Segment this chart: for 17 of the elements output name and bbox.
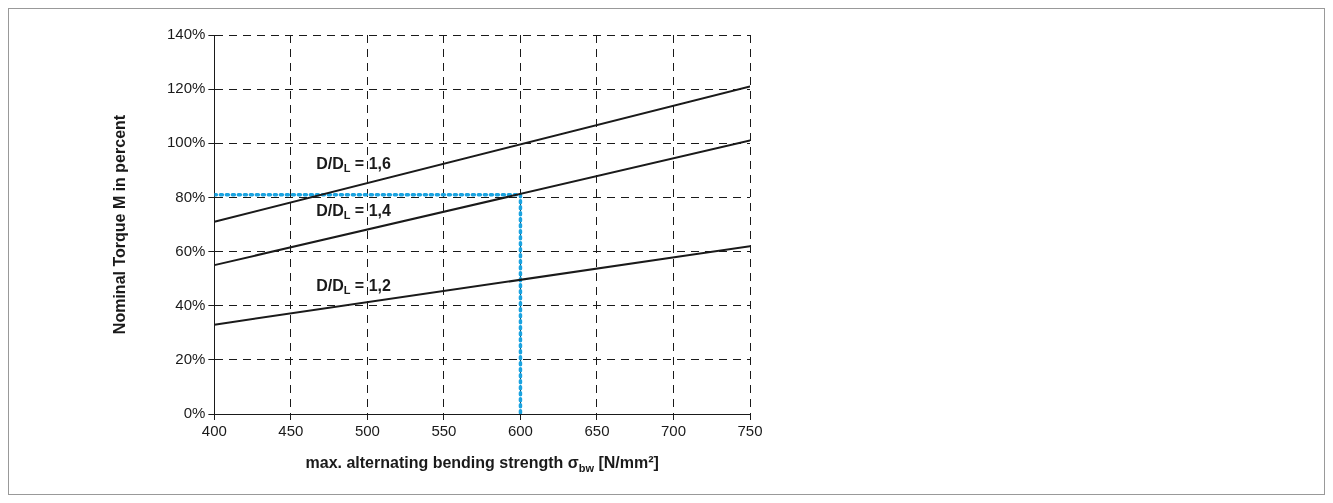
y-tick-label: 0% [183,404,206,422]
y-tick-label: 20% [175,350,206,367]
x-tick-label: 450 [278,422,304,440]
x-tick-label: 650 [584,422,610,440]
y-tick-label: 80% [175,187,206,205]
y-tick-label: 120% [166,79,206,97]
y-tick-label: 100% [166,133,206,151]
y-tick-label: 60% [175,241,206,259]
y-axis-title: Nominal Torque M in percent [111,114,129,335]
x-tick-label: 600 [507,422,533,440]
x-tick-label: 700 [660,422,686,440]
x-tick-label: 400 [201,422,227,440]
x-tick-label: 500 [354,422,380,440]
x-tick-label: 550 [431,422,457,440]
x-tick-label: 750 [737,422,763,440]
y-tick-label: 40% [175,295,206,313]
y-tick-label: 140% [166,25,206,43]
